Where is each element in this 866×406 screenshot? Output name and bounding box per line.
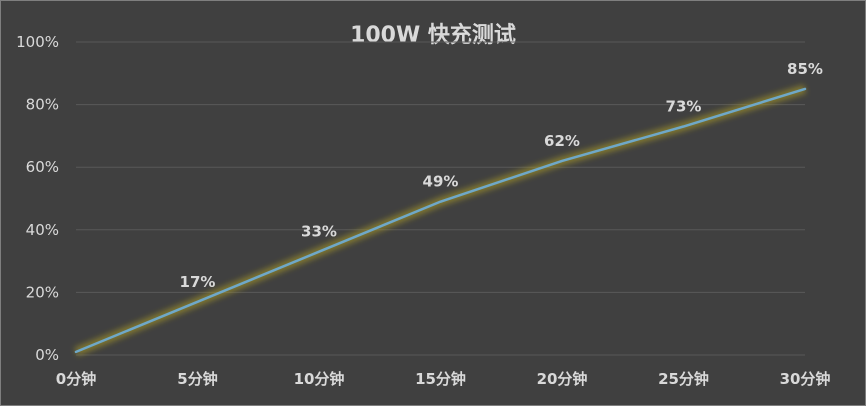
data-label: 73%	[666, 98, 702, 116]
series-line-glow	[74, 84, 807, 357]
y-tick-label: 0%	[35, 346, 59, 364]
data-point	[683, 126, 684, 128]
x-axis: 0分钟 5分钟 10分钟 15分钟 20分钟 25分钟 30分钟	[56, 370, 831, 388]
data-point	[197, 301, 198, 303]
y-tick-label: 60%	[26, 158, 59, 176]
data-label: 33%	[301, 223, 337, 241]
data-labels: 17% 33% 49% 62% 73% 85%	[75, 60, 823, 353]
series-line-group	[74, 84, 807, 357]
data-label: 62%	[544, 132, 580, 150]
data-point	[75, 351, 77, 353]
x-tick-label: 10分钟	[294, 370, 345, 388]
x-tick-label: 0分钟	[56, 370, 96, 388]
x-tick-label: 20分钟	[537, 370, 588, 388]
data-point	[440, 201, 441, 203]
series-line	[74, 87, 807, 354]
data-label: 85%	[787, 60, 823, 78]
x-tick-label: 25分钟	[658, 370, 709, 388]
data-label: 49%	[423, 173, 459, 191]
x-tick-label: 30分钟	[780, 370, 831, 388]
x-tick-label: 15分钟	[415, 370, 466, 388]
y-tick-label: 100%	[16, 33, 59, 51]
y-tick-label: 40%	[26, 221, 59, 239]
data-point	[318, 251, 320, 253]
y-tick-label: 20%	[26, 283, 59, 301]
x-tick-label: 5分钟	[177, 370, 217, 388]
y-axis: 0% 20% 40% 60% 80% 100%	[16, 33, 59, 364]
data-point	[561, 160, 563, 162]
y-tick-label: 80%	[26, 96, 59, 114]
data-label: 17%	[180, 273, 216, 291]
data-point	[804, 88, 806, 90]
gridlines	[76, 41, 805, 356]
chart-title: 100W 快充测试	[350, 22, 516, 48]
